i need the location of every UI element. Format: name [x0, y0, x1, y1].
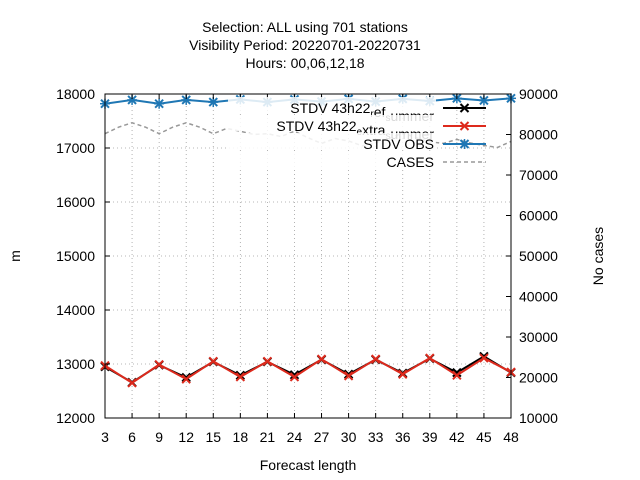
y-tick-label: 12000: [56, 410, 95, 426]
x-tick-label: 48: [503, 429, 519, 445]
chart-title-line: Visibility Period: 20220701-20220731: [189, 37, 421, 53]
x-tick-label: 18: [233, 429, 249, 445]
data-point: [208, 356, 218, 367]
legend-entry-label: CASES: [387, 154, 434, 170]
y-tick-label: 17000: [56, 140, 95, 156]
y2-tick-label: 90000: [519, 86, 558, 102]
y2-tick-label: 20000: [519, 370, 558, 386]
x-tick-label: 36: [395, 429, 411, 445]
chart-title: Selection: ALL using 701 stations Visibil…: [189, 19, 421, 71]
data-point: [343, 369, 354, 379]
data-point: [316, 354, 327, 364]
y-tick-label: 18000: [56, 86, 95, 102]
x-tick-label: 3: [101, 429, 109, 445]
legend-bg: [228, 115, 436, 131]
data-point: [425, 353, 435, 363]
y2-tick-label: 50000: [519, 248, 558, 264]
y-tick-label: 15000: [56, 248, 95, 264]
y-tick-label: 13000: [56, 356, 95, 372]
data-point: [289, 372, 300, 382]
data-point: [452, 370, 462, 381]
data-point: [452, 367, 462, 378]
data-point: [181, 372, 191, 383]
data-point: [398, 369, 408, 379]
legend-bg: [228, 151, 436, 167]
y2-tick-label: 10000: [519, 410, 558, 426]
y2-tick-label: 40000: [519, 289, 558, 305]
data-point: [181, 374, 191, 384]
x-tick-label: 6: [128, 429, 136, 445]
data-point: [154, 359, 164, 370]
y2-tick-label: 30000: [519, 329, 558, 345]
series-line-1: [104, 356, 512, 385]
y-tick-label: 14000: [56, 302, 95, 318]
y2-tick-label: 80000: [519, 127, 558, 143]
data-point: [262, 356, 273, 367]
data-point: [289, 370, 300, 380]
x-tick-label: 33: [368, 429, 384, 445]
y2-tick-label: 60000: [519, 208, 558, 224]
data-point: [235, 370, 246, 381]
x-tick-label: 45: [476, 429, 492, 445]
y2-tick-label: 70000: [519, 167, 558, 183]
x-tick-label: 39: [422, 429, 438, 445]
x-tick-label: 42: [449, 429, 465, 445]
x-tick-label: 9: [155, 429, 163, 445]
x-tick-label: 27: [314, 429, 330, 445]
chart-title-line: Hours: 00,06,12,18: [245, 55, 364, 71]
data-point: [343, 371, 354, 381]
legend-sample-marker: [459, 139, 470, 149]
legend-bg: [228, 97, 436, 113]
x-tick-label: 21: [260, 429, 276, 445]
data-point: [479, 353, 489, 363]
data-point: [127, 378, 137, 388]
legend-bg: [228, 133, 436, 149]
data-point: [235, 372, 246, 382]
axis-ticks: 3 6 9 12 15 18 21 24 27 30 33 36 39 42 45 4812000130001…: [56, 86, 558, 445]
legend: STDV 43h22refsummerSTDV 43h22extrasummer…: [228, 97, 486, 170]
y-axis-label: m: [7, 250, 23, 262]
data-point: [370, 354, 381, 364]
legend-sample-marker: [459, 121, 470, 131]
legend-sample-marker: [459, 103, 470, 113]
x-tick-label: 30: [341, 429, 357, 445]
legend-entry-label: STDV OBS: [363, 136, 434, 152]
x-tick-label: 15: [205, 429, 221, 445]
data-point: [154, 98, 165, 109]
series-line-0: [104, 355, 512, 384]
x-axis-label: Forecast length: [260, 457, 357, 473]
x-tick-label: 24: [287, 429, 303, 445]
chart-title-line: Selection: ALL using 701 stations: [202, 19, 408, 35]
x-tick-label: 12: [178, 429, 194, 445]
y2-axis-label: No cases: [590, 227, 606, 285]
y-tick-label: 16000: [56, 194, 95, 210]
